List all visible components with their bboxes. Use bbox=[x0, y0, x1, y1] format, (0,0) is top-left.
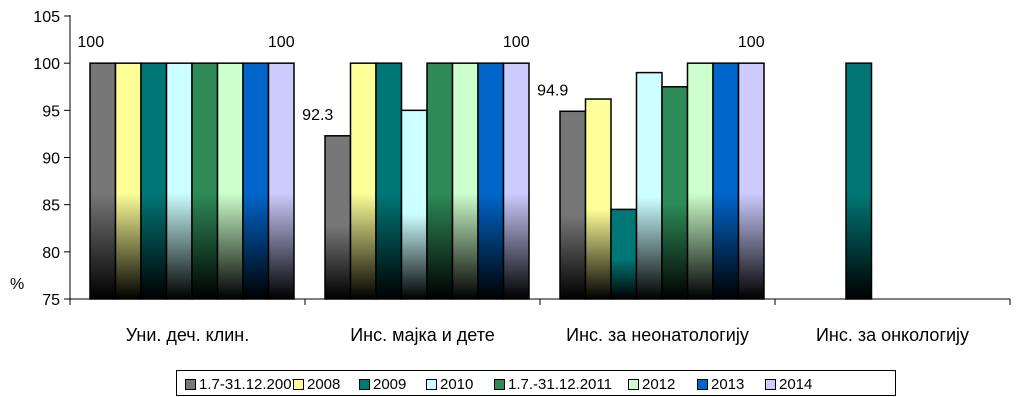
bar-0-0 bbox=[89, 62, 117, 300]
y-tick-label: 80 bbox=[42, 245, 60, 262]
bar-1-2 bbox=[375, 62, 403, 300]
bar-1-6 bbox=[477, 62, 505, 300]
legend-swatch bbox=[628, 379, 639, 390]
legend-swatch bbox=[697, 379, 708, 390]
bar-2-6 bbox=[712, 62, 740, 300]
legend-swatch bbox=[293, 379, 304, 390]
bars-layer bbox=[89, 62, 873, 300]
legend: 1.7-31.12.2007 2008 2009 2010 1.7.-31.12.201… bbox=[176, 370, 896, 396]
y-tick-label: 90 bbox=[42, 151, 60, 168]
bar-1-5 bbox=[451, 62, 479, 300]
bar-2-4 bbox=[661, 86, 689, 300]
legend-label: 2010 bbox=[440, 376, 474, 393]
data-label: 94.9 bbox=[537, 82, 568, 99]
legend-item: 2013 bbox=[697, 376, 744, 393]
bar-0-4 bbox=[191, 62, 219, 300]
legend-label: 1.7.-31.12.2011 bbox=[508, 376, 612, 393]
category-label: Уни. деч. клин. bbox=[126, 325, 250, 345]
y-tick-label: 85 bbox=[42, 198, 60, 215]
legend-item: 2010 bbox=[426, 376, 473, 393]
data-labels-layer: 100 100 92.3 100 94.9 100 bbox=[77, 34, 764, 124]
legend-swatch bbox=[359, 379, 370, 390]
data-label: 100 bbox=[503, 34, 530, 51]
y-tick-label: 95 bbox=[42, 103, 60, 120]
legend-item: 2009 bbox=[359, 376, 406, 393]
category-label: Инс. за неонатологију bbox=[566, 325, 749, 345]
legend-swatch bbox=[426, 379, 437, 390]
bar-0-5 bbox=[216, 62, 244, 300]
axes-layer: 75 80 85 90 95 100 105 Уни. деч. клин. Инс. мајк… bbox=[10, 9, 1011, 345]
bar-0-1 bbox=[114, 62, 142, 300]
legend-label: 2009 bbox=[373, 376, 407, 393]
legend-swatch bbox=[765, 379, 776, 390]
bar-1-7 bbox=[502, 62, 530, 300]
legend-item: 2008 bbox=[293, 376, 340, 393]
bar-2-3 bbox=[635, 71, 663, 300]
bar-1-0 bbox=[324, 135, 352, 300]
y-tick-label: 75 bbox=[42, 292, 60, 309]
bar-1-4 bbox=[426, 62, 454, 300]
legend-item: 1.7-31.12.2007 bbox=[185, 376, 300, 393]
legend-item: 2014 bbox=[765, 376, 812, 393]
bar-2-5 bbox=[686, 62, 714, 300]
bar-2-0 bbox=[559, 110, 587, 300]
y-tick-label: 100 bbox=[33, 56, 60, 73]
bar-2-7 bbox=[737, 62, 765, 300]
legend-swatch bbox=[494, 379, 505, 390]
y-axis-label: % bbox=[10, 276, 24, 293]
legend-label: 2014 bbox=[779, 376, 813, 393]
bar-0-3 bbox=[165, 62, 193, 300]
category-label: Инс. за онкологију bbox=[816, 325, 969, 345]
category-label: Инс. мајка и дете bbox=[350, 325, 495, 345]
bar-2-1 bbox=[584, 98, 612, 300]
legend-item: 2012 bbox=[628, 376, 675, 393]
data-label: 100 bbox=[77, 34, 104, 51]
bar-1-1 bbox=[349, 62, 377, 300]
bar-0-7 bbox=[267, 62, 295, 300]
legend-swatch bbox=[185, 379, 196, 390]
legend-label: 1.7-31.12.2007 bbox=[199, 376, 300, 393]
legend-label: 2013 bbox=[711, 376, 745, 393]
bar-1-3 bbox=[400, 109, 428, 300]
data-label: 100 bbox=[268, 34, 295, 51]
y-tick-label: 105 bbox=[33, 9, 60, 26]
legend-label: 2012 bbox=[642, 376, 676, 393]
data-label: 100 bbox=[738, 34, 765, 51]
bar-0-2 bbox=[140, 62, 168, 300]
data-label: 92.3 bbox=[302, 107, 333, 124]
bar-0-6 bbox=[242, 62, 270, 300]
bar-3-2 bbox=[845, 62, 873, 300]
legend-label: 2008 bbox=[307, 376, 341, 393]
legend-item: 1.7.-31.12.2011 bbox=[494, 376, 612, 393]
bar-2-2 bbox=[610, 208, 638, 300]
